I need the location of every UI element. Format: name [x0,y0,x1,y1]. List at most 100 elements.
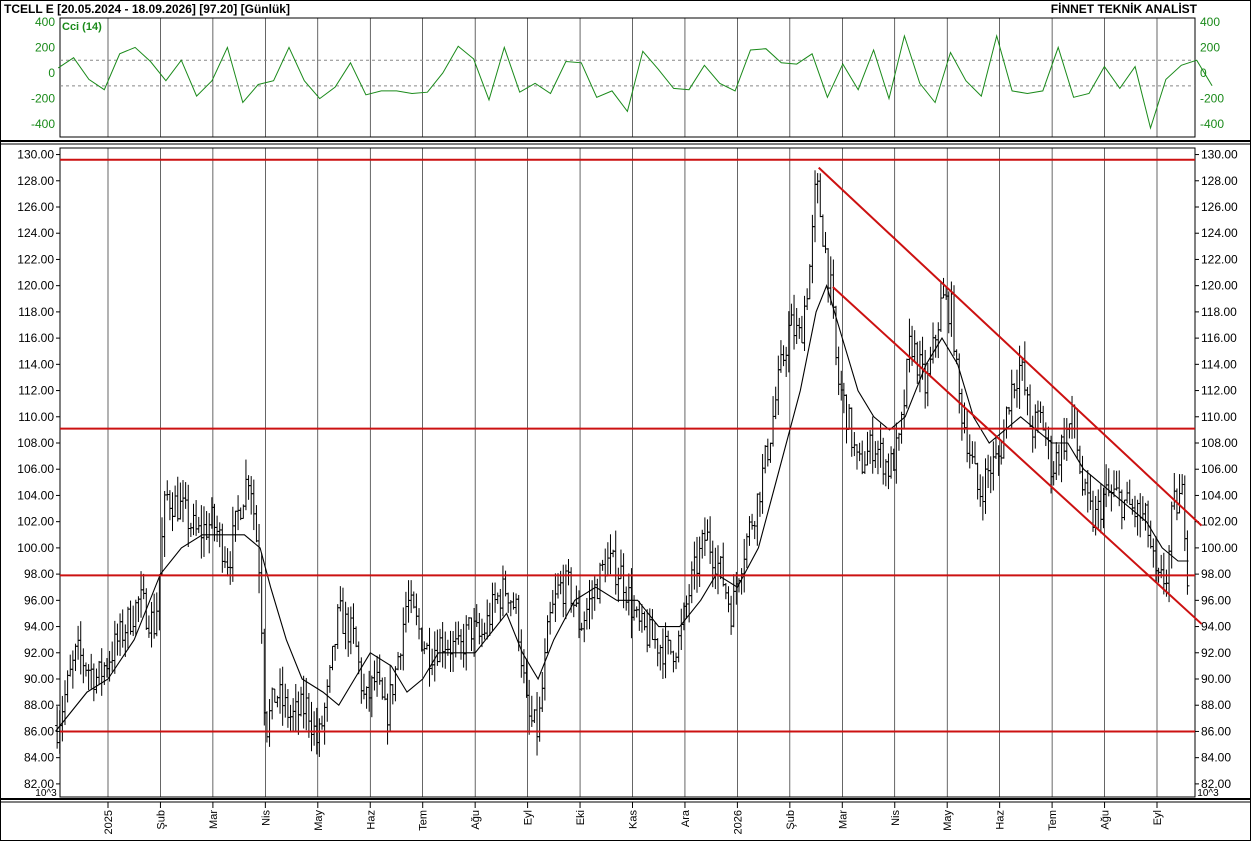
ohlc-bar [1046,426,1051,460]
ohlc-bar [487,602,492,637]
ohlc-bar [1135,499,1140,536]
ohlc-bar [708,516,713,564]
ohlc-bar [283,683,288,718]
ohlc-bar [666,630,671,655]
ohlc-bar [351,603,356,644]
ohlc-bar [406,580,411,623]
ohlc-bar [139,571,144,618]
scale-label-left: 10^3 [35,788,57,799]
ohlc-bar [233,510,238,542]
ohlc-bar [183,482,188,509]
ohlc-bar [419,627,424,652]
ohlc-bar [860,440,865,475]
date-tick-label: Eyl [1152,810,1164,825]
ohlc-bar [844,394,849,444]
ohlc-bar [288,704,293,733]
ohlc-bar [325,679,330,722]
ohlc-bar [125,606,130,650]
ohlc-bar [485,599,490,640]
price-y-tick-label: 100.00 [17,541,54,555]
ohlc-bar [912,330,917,363]
ohlc-bar [550,589,555,614]
ohlc-bar [715,545,720,595]
ohlc-bar [438,628,443,663]
ohlc-bar [186,484,191,548]
ohlc-bar [902,389,907,429]
ohlc-bar [448,630,453,673]
ohlc-bar [1169,501,1174,569]
date-tick-label: Şub [155,810,167,830]
ohlc-bar [731,574,736,628]
chart-title: TCELL E [20.05.2024 - 18.09.2026] [97.20… [4,2,290,16]
ohlc-bar [975,462,980,500]
ohlc-bar [285,689,290,728]
ohlc-bar [1004,406,1009,439]
price-y-tick-label: 130.00 [17,148,54,162]
price-y-tick-label-right: 84.00 [1201,751,1231,765]
ohlc-bar [1025,386,1030,416]
ohlc-bar [967,434,972,469]
ohlc-bar [556,573,561,599]
ohlc-bar [587,579,592,630]
ohlc-bar [639,604,644,633]
ohlc-bar [535,692,540,756]
ohlc-bar [1033,404,1038,449]
ohlc-bar [823,231,828,254]
price-y-tick-label-right: 126.00 [1201,200,1238,214]
ohlc-bar [768,442,773,463]
ohlc-bar [382,677,387,701]
ohlc-bar [883,459,888,487]
ohlc-bar [1182,475,1187,552]
ohlc-bar [818,173,823,218]
price-y-tick-label-right: 118.00 [1201,305,1237,319]
ohlc-bar [319,715,324,730]
ohlc-bar [201,506,206,557]
ohlc-bar [807,264,812,300]
moving-average-line [55,284,1189,732]
ohlc-bar [605,542,610,577]
ohlc-bar [1148,520,1153,549]
date-tick-label: Şub [785,810,797,830]
ohlc-bar [254,505,259,543]
ohlc-bar [637,600,642,631]
ohlc-bar [834,305,839,366]
ohlc-bar [561,564,566,618]
ohlc-bar [1028,384,1033,428]
ohlc-bar [931,322,936,364]
ohlc-bar [836,346,841,396]
ohlc-bar [1054,442,1059,481]
date-tick-label: Eki [575,810,587,825]
ohlc-bar [794,308,799,344]
ohlc-bar [170,492,175,532]
ohlc-bar [157,573,162,631]
ohlc-bar [928,346,933,378]
ohlc-bar [89,653,94,689]
ohlc-bar [364,686,369,709]
ohlc-bar [443,631,448,669]
price-y-tick-label-right: 112.00 [1201,384,1237,398]
price-y-tick-label: 116.00 [18,331,54,345]
ohlc-bar [511,592,516,610]
ohlc-bar [209,497,214,529]
ohlc-bar [597,562,602,604]
ohlc-bar [713,547,718,590]
ohlc-bar [891,448,896,471]
date-tick-label: Nis [260,810,272,826]
ohlc-bar [1075,408,1080,460]
date-tick-label: Ağu [470,810,482,830]
ohlc-bar [1101,487,1106,529]
ohlc-bar [603,548,608,583]
ohlc-bar [267,699,272,747]
price-y-tick-label: 106.00 [17,462,54,476]
ohlc-bar [451,631,456,672]
ohlc-bar [810,214,815,284]
ohlc-bar [495,592,500,604]
price-y-tick-label: 108.00 [17,436,54,450]
ohlc-bar [490,582,495,632]
ohlc-bar [500,565,505,617]
ohlc-bar [757,491,762,517]
ohlc-bar [1041,405,1046,431]
price-y-tick-label: 92.00 [24,646,54,660]
ohlc-bar [852,432,857,457]
